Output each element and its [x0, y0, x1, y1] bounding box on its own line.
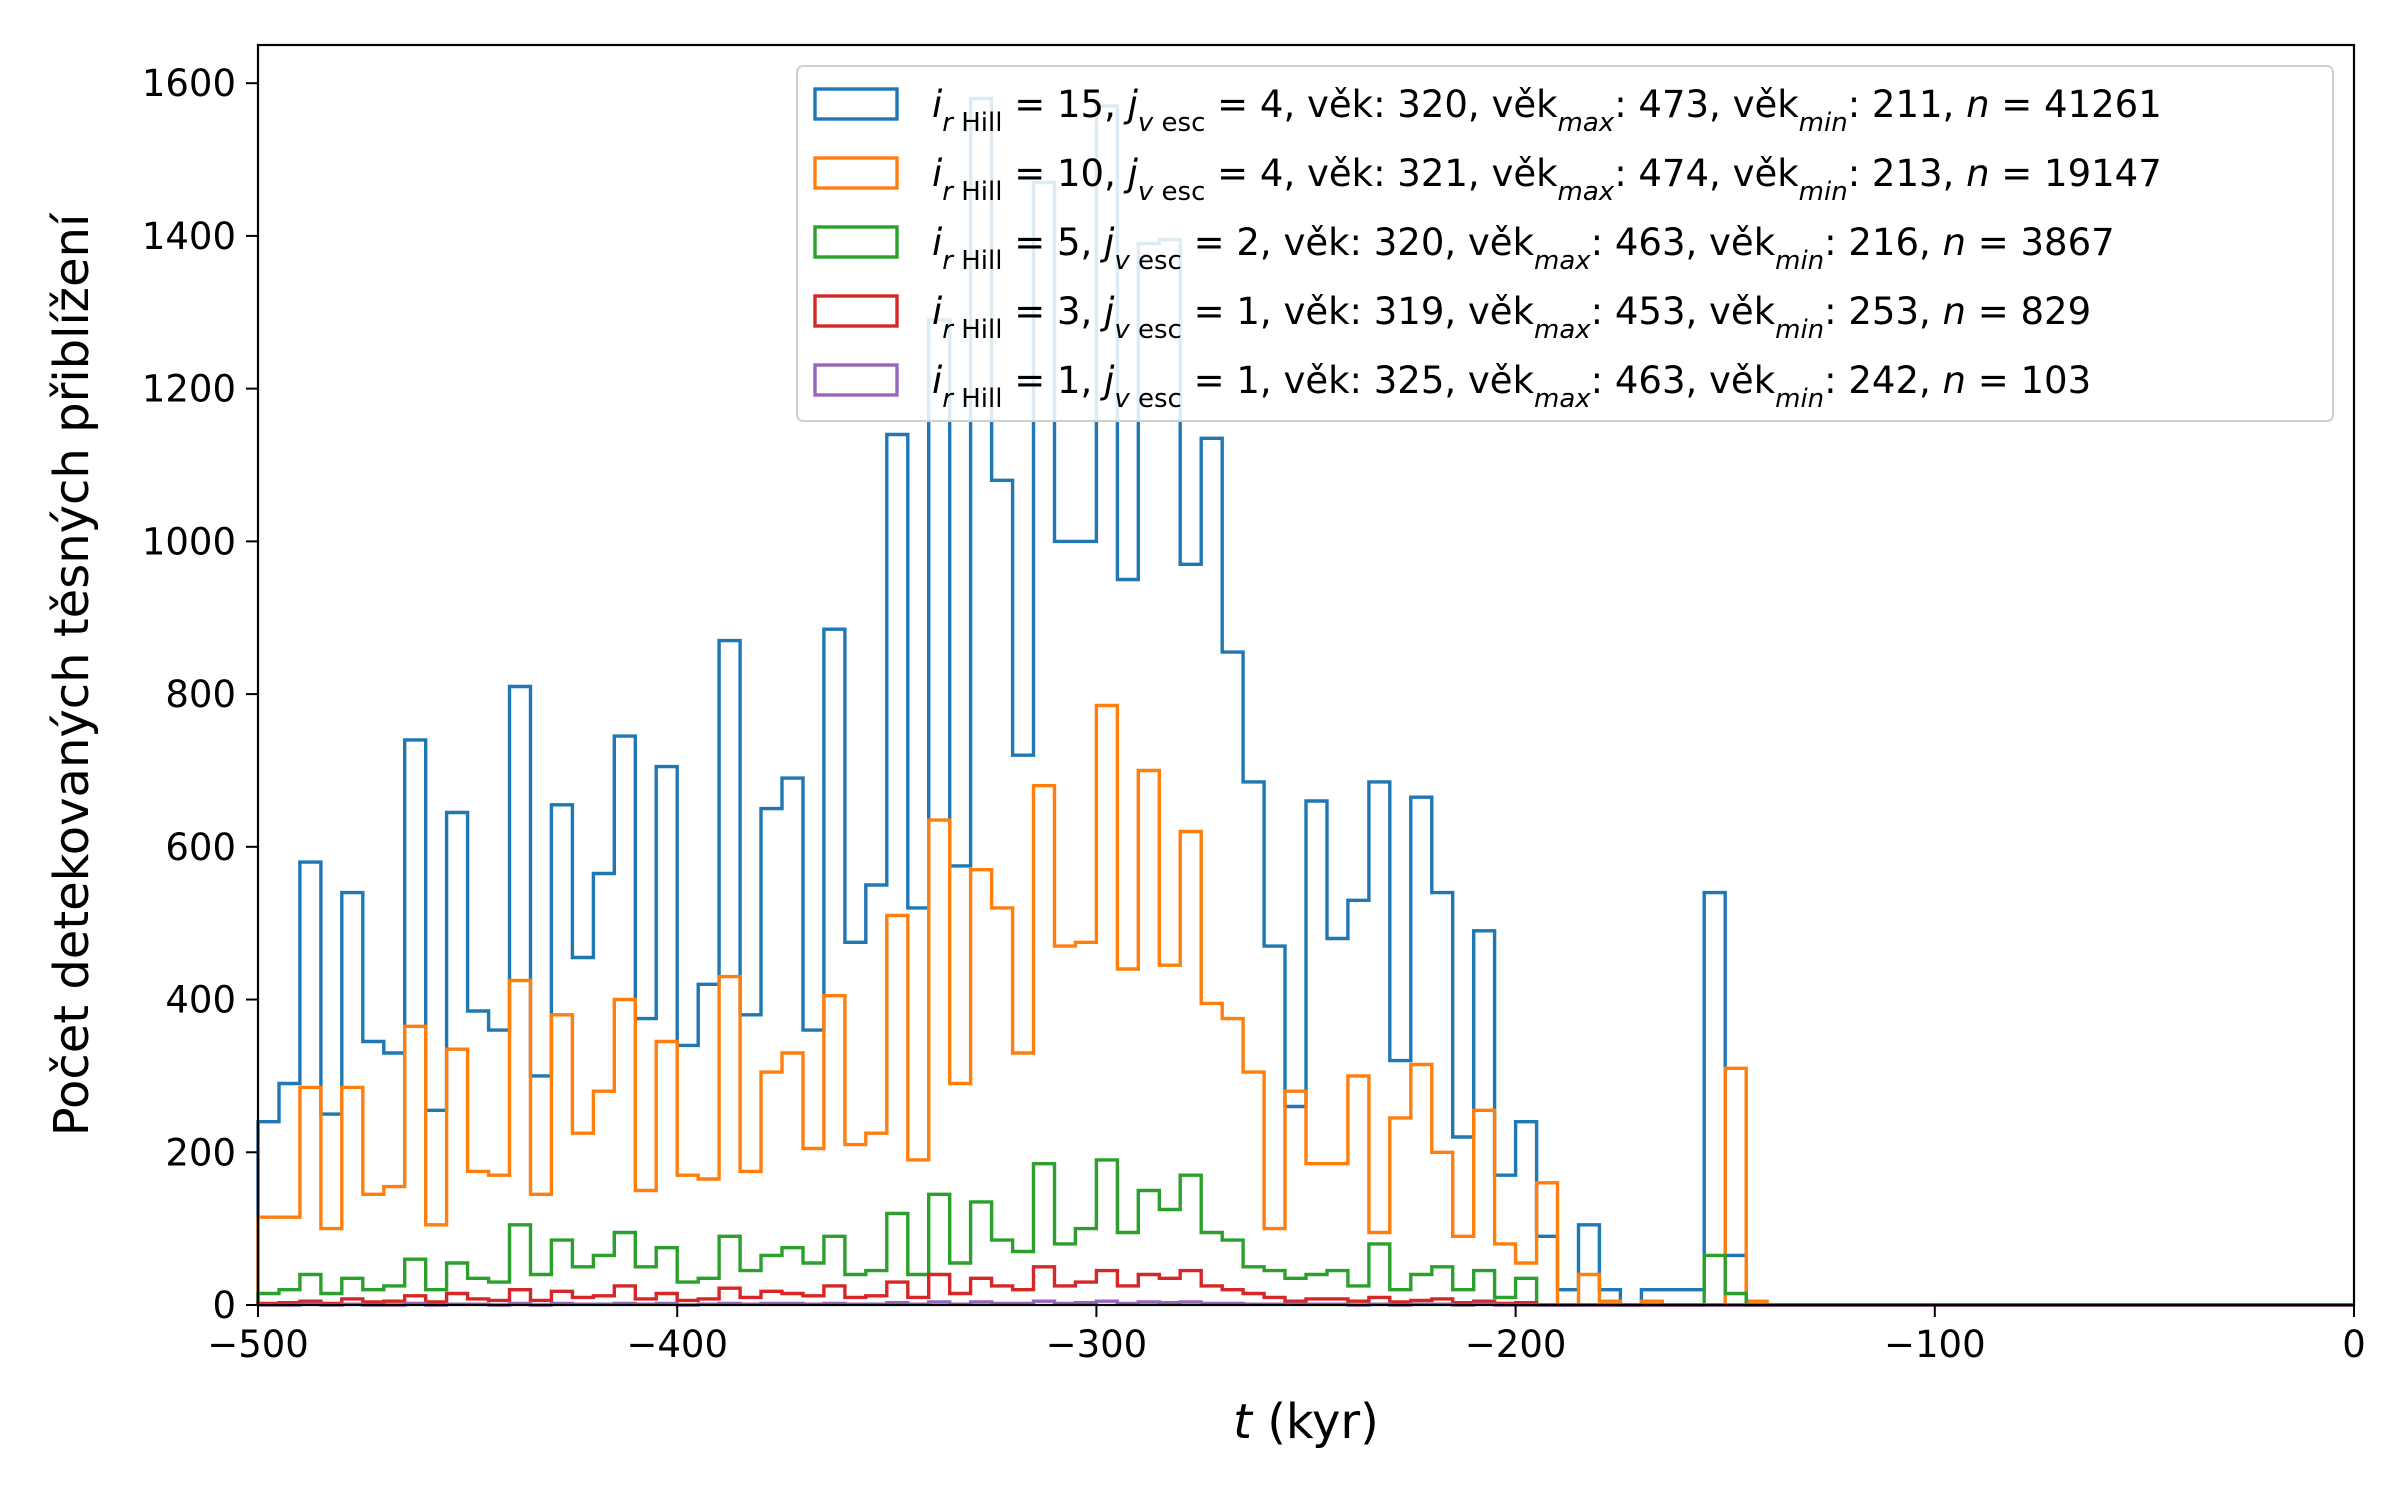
legend-frame [796, 65, 2334, 422]
legend-swatch-1 [813, 87, 899, 121]
x-tick-label: −400 [626, 1323, 728, 1366]
y-axis-title: Počet detekovaných těsných přiblížení [44, 212, 100, 1136]
legend-label-4: ir Hill = 3, jv esc = 1, věk: 319, věkma… [932, 290, 2091, 345]
x-tick-label: −500 [207, 1323, 309, 1366]
legend-entries: ir Hill = 15, jv esc = 4, věk: 320, věkm… [813, 83, 2162, 414]
legend: ir Hill = 15, jv esc = 4, věk: 320, věkm… [796, 65, 2334, 422]
y-tick-label: 1400 [142, 215, 236, 258]
x-tick-label: 0 [2342, 1323, 2366, 1366]
x-tick-label: −300 [1046, 1323, 1148, 1366]
legend-label-2: ir Hill = 10, jv esc = 4, věk: 321, věkm… [932, 152, 2162, 207]
x-tick-label: −100 [1884, 1323, 1986, 1366]
y-tick-label: 0 [212, 1284, 236, 1327]
legend-label-3: ir Hill = 5, jv esc = 2, věk: 320, věkma… [932, 221, 2115, 276]
plot-frame [256, 43, 2356, 1307]
y-tick-label: 800 [165, 673, 236, 716]
x-axis-title: t (kyr) [1233, 1394, 1379, 1450]
legend-label-1: ir Hill = 15, jv esc = 4, věk: 320, věkm… [932, 83, 2162, 138]
y-tick-label: 400 [165, 979, 236, 1022]
legend-swatch-3 [813, 225, 899, 259]
legend-swatch-2 [813, 156, 899, 190]
y-tick-label: 200 [165, 1131, 236, 1174]
x-axis: −500 −400 −300 −200 −100 0 [207, 1305, 2366, 1366]
series-4-step-line [256, 1265, 2354, 1307]
y-tick-label: 1000 [142, 520, 236, 563]
y-axis: 0 200 400 600 800 1000 1200 1400 1600 [142, 62, 258, 1327]
legend-label-5: ir Hill = 1, jv esc = 1, věk: 325, věkma… [932, 359, 2091, 414]
y-tick-label: 600 [165, 826, 236, 869]
y-tick-label: 1600 [142, 62, 236, 105]
series-3-step-line [256, 1158, 2354, 1307]
legend-swatch-4 [813, 294, 899, 328]
y-tick-label: 1200 [142, 368, 236, 411]
x-tick-label: −200 [1465, 1323, 1567, 1366]
legend-swatch-5 [813, 363, 899, 397]
